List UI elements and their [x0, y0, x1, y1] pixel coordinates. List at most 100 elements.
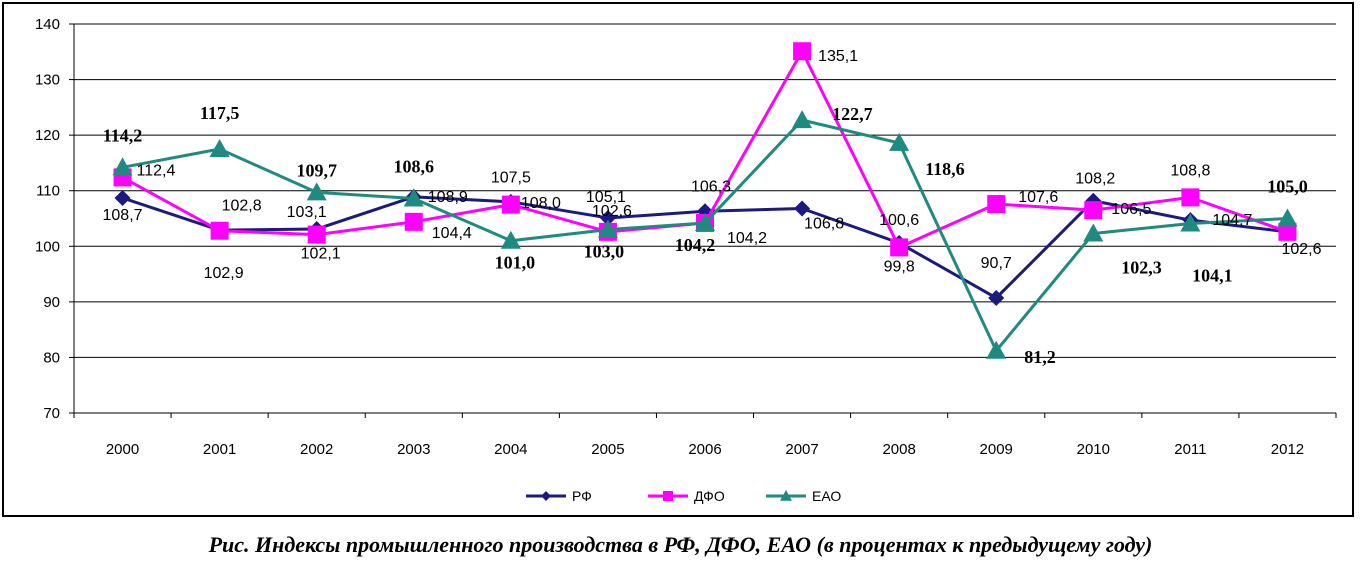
data-point [889, 132, 910, 151]
data-label: 106,3 [691, 178, 731, 195]
data-label: 106,5 [1111, 201, 1151, 218]
y-tick-label: 110 [36, 183, 60, 200]
data-point [210, 221, 229, 240]
data-label: 103,0 [584, 242, 625, 262]
x-tick-label: 2007 [785, 441, 818, 458]
y-tick-label: 70 [43, 405, 60, 422]
data-label: 104,1 [1192, 266, 1233, 286]
data-point [988, 289, 1005, 306]
data-point [794, 200, 811, 217]
data-labels: 108,7 103,1 108,9 108,0 105,1 106,3 106,8 100,6… [103, 48, 1322, 367]
data-label: 118,6 [925, 159, 965, 179]
data-point [1181, 188, 1200, 207]
data-point [404, 212, 423, 231]
data-point [599, 209, 616, 226]
x-tick-label: 2003 [397, 441, 430, 458]
data-label: 104,4 [432, 225, 472, 242]
data-point [1277, 208, 1298, 227]
y-tick-label: 90 [43, 294, 60, 311]
data-point [793, 42, 812, 61]
series-lines [112, 42, 1298, 359]
legend-marker [663, 491, 673, 501]
x-tick-label: 2008 [882, 441, 915, 458]
data-label: 104,2 [727, 230, 767, 247]
data-label: 99,8 [884, 258, 915, 275]
data-label: 81,2 [1024, 347, 1056, 367]
x-tick-label: 2006 [688, 441, 721, 458]
data-label: 108,0 [521, 195, 561, 212]
data-label: 104,2 [675, 235, 716, 255]
legend-marker [541, 491, 551, 501]
data-point [403, 188, 424, 207]
x-tick-label: 2004 [494, 441, 527, 458]
data-point [890, 238, 909, 257]
data-label: 108,6 [394, 156, 435, 176]
data-label: 106,8 [804, 215, 844, 232]
legend-label: РФ [572, 488, 592, 504]
data-point [500, 230, 521, 249]
x-tick-label: 2009 [980, 441, 1013, 458]
data-label: 102,9 [204, 265, 244, 282]
x-tick-label: 2010 [1077, 441, 1110, 458]
data-point [1084, 201, 1103, 220]
data-label: 105,1 [586, 189, 626, 206]
legend-marker [780, 490, 792, 501]
data-label: 105,0 [1267, 177, 1308, 197]
data-point [597, 219, 618, 238]
data-point [1278, 222, 1297, 241]
data-point [1180, 213, 1201, 232]
data-label: 101,0 [495, 253, 536, 273]
data-label: 108,2 [1075, 171, 1115, 188]
data-label: 122,7 [832, 104, 873, 124]
y-tick-label: 140 [35, 16, 60, 33]
legend: РФ ДФО ЕАО [526, 488, 841, 504]
legend-label: ЕАО [812, 488, 841, 504]
gridlines [69, 23, 1337, 418]
data-label: 109,7 [296, 160, 337, 180]
data-label: 102,3 [1121, 258, 1162, 278]
data-point [306, 182, 327, 201]
data-point [986, 340, 1007, 359]
data-label: 100,6 [879, 212, 919, 229]
data-label: 108,9 [428, 189, 468, 206]
data-point [792, 110, 813, 129]
data-label: 90,7 [981, 255, 1012, 272]
x-tick-label: 2011 [1174, 441, 1206, 458]
legend-item: ЕАО [766, 488, 841, 504]
data-point [307, 225, 326, 244]
data-label: 102,6 [592, 203, 632, 220]
data-point [209, 139, 230, 158]
data-point [987, 195, 1006, 214]
data-label: 108,8 [1170, 162, 1210, 179]
data-label: 117,5 [200, 103, 240, 123]
data-point [114, 189, 131, 206]
x-axis-ticks: 2000 2001 2002 2003 2004 2005 2006 2007 2008 2009… [106, 441, 1304, 458]
data-label: 112,4 [137, 162, 176, 179]
y-tick-label: 120 [35, 127, 60, 144]
data-label: 104,7 [1212, 212, 1252, 229]
legend-item: РФ [526, 488, 592, 504]
x-tick-label: 2012 [1271, 441, 1304, 458]
x-tick-label: 2000 [106, 441, 139, 458]
x-tick-label: 2002 [300, 441, 333, 458]
data-point [1083, 223, 1104, 242]
data-label: 135,1 [818, 48, 858, 65]
x-tick-label: 2005 [591, 441, 624, 458]
y-tick-label: 130 [35, 72, 60, 89]
data-point [501, 195, 520, 214]
data-label: 107,6 [1018, 189, 1058, 206]
x-tick-label: 2001 [203, 441, 236, 458]
data-point [112, 157, 133, 176]
data-label: 102,8 [222, 198, 262, 215]
data-point [695, 212, 715, 231]
data-label: 103,1 [287, 204, 327, 221]
y-tick-label: 80 [43, 349, 60, 366]
data-label: 108,7 [103, 207, 143, 224]
data-label: 114,2 [103, 125, 143, 145]
chart-frame: 70 80 90 100 110 120 130 140 2000 2001 2002 2003 20… [2, 2, 1354, 517]
figure-caption: Рис. Индексы промышленного производства … [208, 532, 1153, 557]
y-axis-ticks: 70 80 90 100 110 120 130 140 [35, 16, 60, 422]
legend-label: ДФО [694, 488, 725, 504]
data-label: 102,1 [301, 246, 341, 263]
